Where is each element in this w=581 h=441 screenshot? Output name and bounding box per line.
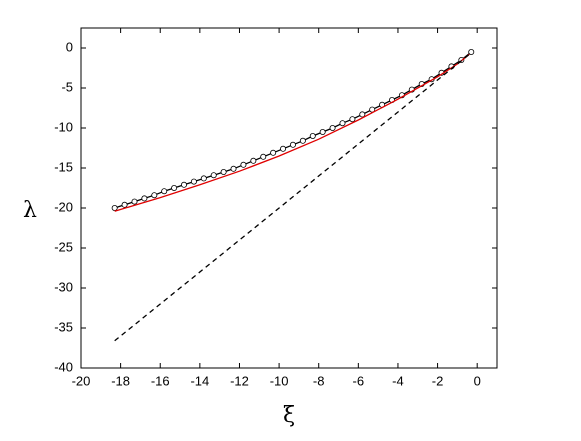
x-axis-label: ξ — [283, 403, 295, 428]
marker — [260, 153, 267, 160]
marker — [131, 198, 138, 205]
y-tick-label: -30 — [54, 279, 73, 294]
marker — [270, 149, 277, 156]
y-tick-label: -15 — [54, 159, 73, 174]
x-tick-label: -12 — [230, 373, 249, 388]
x-tick-label: -10 — [270, 373, 289, 388]
marker — [171, 184, 178, 191]
y-tick-label: 0 — [66, 39, 73, 54]
marker — [349, 116, 356, 123]
marker — [161, 188, 168, 195]
marker — [141, 195, 148, 202]
x-tick-label: -6 — [353, 373, 365, 388]
x-tick-label: -2 — [432, 373, 444, 388]
series-line — [114, 51, 472, 209]
marker — [319, 128, 326, 135]
x-tick-label: -18 — [111, 373, 130, 388]
x-tick-label: -8 — [313, 373, 325, 388]
x-tick-label: -20 — [72, 373, 91, 388]
marker — [210, 172, 217, 179]
x-tick-label: -14 — [190, 373, 209, 388]
marker — [289, 141, 296, 148]
marker — [240, 161, 247, 168]
marker — [181, 181, 188, 188]
x-tick-label: -16 — [151, 373, 170, 388]
x-tick-label: -4 — [392, 373, 404, 388]
series-line — [114, 53, 470, 342]
plot-frame — [80, 27, 498, 369]
marker — [190, 178, 197, 185]
series-line — [114, 53, 470, 212]
marker — [329, 125, 336, 132]
x-tick-label: 0 — [474, 373, 481, 388]
y-axis-label: λ — [23, 198, 37, 223]
marker — [230, 165, 237, 172]
y-tick-label: -5 — [61, 79, 73, 94]
y-tick-label: -25 — [54, 239, 73, 254]
marker — [339, 120, 346, 127]
marker — [280, 145, 287, 152]
y-tick-label: -10 — [54, 119, 73, 134]
y-tick-label: -20 — [54, 199, 73, 214]
marker — [250, 157, 257, 164]
marker — [121, 201, 128, 208]
marker — [468, 49, 475, 56]
marker — [359, 111, 366, 118]
marker — [220, 168, 227, 175]
y-tick-label: -35 — [54, 319, 73, 334]
marker — [299, 137, 306, 144]
y-tick-label: -40 — [54, 359, 73, 374]
marker — [309, 132, 316, 139]
marker — [111, 204, 118, 211]
marker — [200, 175, 207, 182]
marker — [151, 192, 158, 199]
